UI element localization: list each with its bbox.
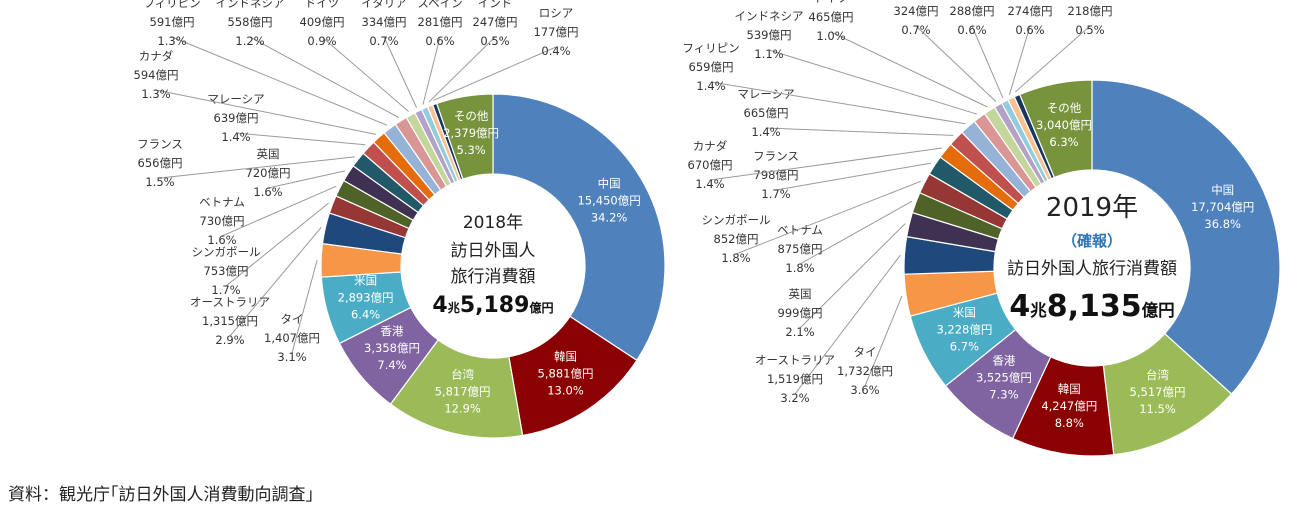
leader-line-1-15 bbox=[830, 31, 988, 108]
slice-label-1-4: 米国 3,228億円 6.7% bbox=[936, 306, 992, 354]
slice-0-0 bbox=[492, 93, 666, 362]
leader-line-1-7 bbox=[799, 223, 906, 329]
slice-label-0-4: 米国 2,893億円 6.4% bbox=[338, 274, 394, 322]
center-year: 2018年 bbox=[463, 213, 523, 233]
center-year: 2019年 bbox=[1046, 193, 1138, 223]
slice-label-1-18: インド274億円0.6% bbox=[1008, 0, 1053, 37]
leader-line-1-16 bbox=[915, 25, 997, 103]
leader-line-1-5 bbox=[864, 295, 903, 387]
slice-label-1-9: シンガポール 852億円 1.8% bbox=[702, 213, 771, 265]
slice-label-1-14: インドネシア 539億円 1.1% bbox=[735, 9, 804, 61]
leader-line-1-8 bbox=[799, 200, 913, 265]
donut-chart-2019: 中国 17,704億円 36.8% 台湾 5,517億円 11.5% 韓国 4,247億円 8.… bbox=[682, 0, 1281, 457]
leader-line-0-5 bbox=[291, 260, 318, 354]
slice-label-1-2: 韓国 4,247億円 8.8% bbox=[1041, 382, 1097, 430]
slice-label-0-8: ベトナム 730億円 1.6% bbox=[199, 195, 245, 247]
leader-line-0-11 bbox=[235, 132, 366, 146]
slice-0-20 bbox=[435, 93, 494, 180]
slice-label-0-16: イタリア 334億円 0.7% bbox=[361, 0, 407, 48]
slice-label-0-19: ロシア 177億円 0.4% bbox=[534, 6, 579, 58]
slice-label-1-10: フランス 798億円 1.7% bbox=[753, 149, 799, 201]
slice-label-0-3: 香港 3,358億円 7.4% bbox=[364, 324, 420, 372]
slice-label-0-11: マレーシア 639億円 1.4% bbox=[207, 92, 264, 144]
slice-label-0-9: 英国 720億円 1.6% bbox=[246, 147, 291, 199]
center-line2: 旅行消費額 bbox=[451, 267, 536, 287]
leader-line-1-10 bbox=[775, 162, 932, 191]
source-caption: 資料：観光庁｢訪日外国人消費動向調査｣ bbox=[8, 485, 314, 505]
leader-line-0-17 bbox=[422, 36, 441, 105]
slice-label-1-11: カナダ 670億円 1.4% bbox=[688, 139, 733, 191]
leader-line-0-7 bbox=[225, 202, 330, 287]
leader-line-0-14 bbox=[249, 36, 399, 118]
slice-label-0-13: フィリピン 591億円 1.3% bbox=[143, 0, 200, 48]
slice-label-0-10: フランス 656億円 1.5% bbox=[137, 137, 183, 189]
leader-line-1-19 bbox=[1015, 25, 1091, 93]
slice-label-1-19: ロシア218億円0.5% bbox=[1068, 0, 1113, 37]
slice-label-1-15: ドイツ465億円1.0% bbox=[809, 0, 854, 43]
slice-label-1-3: 香港 3,525億円 7.3% bbox=[976, 354, 1032, 402]
slice-label-0-18: インド 247億円 0.5% bbox=[473, 0, 518, 48]
leader-line-1-17 bbox=[971, 25, 1004, 99]
slice-label-1-20: その他 3,040億円 6.3% bbox=[1036, 101, 1092, 149]
slice-label-1-12: マレーシア 665億円 1.4% bbox=[737, 87, 794, 139]
leader-line-0-18 bbox=[428, 36, 496, 103]
slice-label-1-13: フィリピン 659億円 1.4% bbox=[682, 41, 739, 93]
slice-label-0-15: ドイツ 409億円 0.9% bbox=[300, 0, 345, 48]
leader-line-0-9 bbox=[267, 170, 346, 189]
slice-label-0-2: 台湾 5,817億円 12.9% bbox=[435, 367, 491, 415]
center-line1: 訪日外国人旅行消費額 bbox=[1007, 259, 1177, 279]
center-total: 4兆8,135億円 bbox=[1009, 289, 1174, 324]
slice-label-0-17: スペイン 281億円 0.6% bbox=[417, 0, 462, 48]
leader-line-0-13 bbox=[171, 36, 388, 126]
leader-line-1-12 bbox=[765, 127, 954, 136]
leader-line-0-8 bbox=[221, 185, 337, 237]
center-total: 4兆5,189億円 bbox=[432, 293, 553, 318]
slice-label-1-7: 英国 999億円 2.1% bbox=[778, 287, 823, 339]
slice-label-0-6: オーストラリア 1,315億円 2.9% bbox=[190, 295, 270, 347]
slice-label-1-5: タイ 1,732億円 3.6% bbox=[837, 345, 893, 397]
leader-line-1-9 bbox=[735, 180, 921, 255]
slice-label-1-8: ベトナム 875億円 1.8% bbox=[777, 223, 823, 275]
slice-label-0-7: シンガポール 753億円 1.7% bbox=[192, 245, 261, 297]
leader-line-0-16 bbox=[383, 36, 417, 108]
leader-line-1-13 bbox=[710, 81, 966, 125]
center-line1: 訪日外国人 bbox=[451, 241, 536, 261]
leader-line-0-6 bbox=[229, 226, 322, 337]
slice-label-0-20: その他 2,379億円 5.3% bbox=[443, 109, 499, 157]
leader-line-0-12 bbox=[155, 89, 377, 135]
slice-1-20 bbox=[1018, 79, 1093, 179]
leader-line-0-10 bbox=[159, 156, 355, 179]
slice-label-0-12: カナダ 594億円 1.3% bbox=[134, 49, 179, 101]
slice-label-1-0: 中国 17,704億円 36.8% bbox=[1191, 183, 1254, 231]
leader-line-1-18 bbox=[1008, 25, 1031, 95]
donut-chart-2018: 中国 15,450億円 34.2% 韓国 5,881億円 13.0% 台湾 5,817億円 12… bbox=[134, 0, 666, 439]
leader-line-0-15 bbox=[321, 36, 409, 112]
slice-label-0-5: タイ 1,407億円 3.1% bbox=[264, 312, 320, 364]
leader-line-1-14 bbox=[768, 49, 978, 115]
slice-label-0-14: インドネシア 558億円 1.2% bbox=[216, 0, 285, 48]
slice-label-1-16: イタリア324億円0.7% bbox=[893, 0, 939, 37]
leader-line-0-19 bbox=[433, 46, 557, 101]
slice-label-0-1: 韓国 5,881億円 13.0% bbox=[538, 349, 594, 397]
slice-label-0-0: 中国 15,450億円 34.2% bbox=[577, 176, 640, 224]
slice-1-0 bbox=[1091, 79, 1281, 395]
leader-line-1-6 bbox=[794, 254, 901, 395]
slice-label-1-1: 台湾 5,517億円 11.5% bbox=[1130, 368, 1186, 416]
leader-line-1-11 bbox=[709, 147, 943, 181]
slice-label-1-6: オーストラリア 1,519億円 3.2% bbox=[755, 353, 835, 405]
slice-label-1-17: スペイン288億円0.6% bbox=[949, 0, 994, 37]
center-note: （確報） bbox=[1062, 232, 1122, 250]
